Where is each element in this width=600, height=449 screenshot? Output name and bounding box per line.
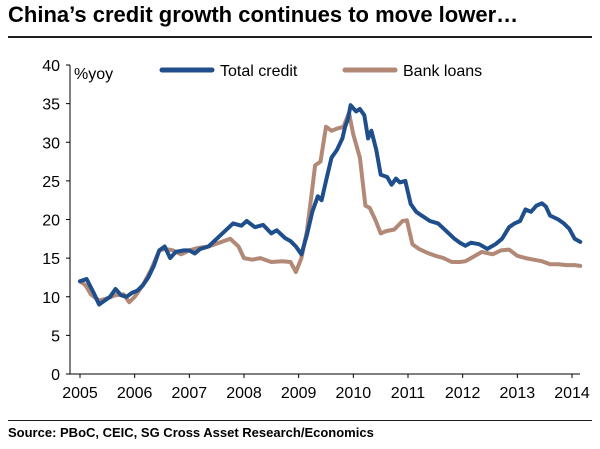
x-tick-label: 2014: [554, 385, 590, 402]
series-line-bank-loans: [78, 110, 583, 305]
x-tick-label: 2011: [391, 385, 426, 402]
chart-title: China’s credit growth continues to move …: [8, 2, 519, 27]
y-tick-label: 30: [42, 135, 60, 152]
x-tick-label: 2006: [117, 385, 153, 402]
x-tick-label: 2013: [500, 385, 536, 402]
x-tick-label: 2007: [172, 385, 208, 402]
legend: Total credit Bank loans: [159, 63, 482, 80]
y-tick-label: 10: [42, 290, 60, 307]
y-tick-label: 15: [42, 251, 60, 268]
y-tick-label: 5: [51, 328, 60, 345]
source-note: Source: PBoC, CEIC, SG Cross Asset Resea…: [8, 425, 374, 440]
x-tick-label: 2009: [281, 385, 317, 402]
series-line-total-credit: [78, 103, 583, 307]
axes: [66, 64, 580, 378]
y-tick-label: 25: [42, 174, 60, 191]
x-tick-label: 2010: [336, 385, 372, 402]
y-axis-label: %yoy: [74, 66, 113, 83]
series-lines: [78, 103, 583, 307]
x-tick-label: 2012: [445, 385, 481, 402]
y-tick-label: 0: [51, 367, 60, 384]
title-rule: [8, 36, 592, 38]
legend-label-total-credit: Total credit: [220, 63, 298, 80]
tick-labels: 0 5 10 15 20 25 30 35 40 2005 2006 2007 2008 2009 2010…: [42, 58, 590, 402]
source-rule: [8, 420, 592, 421]
legend-label-bank-loans: Bank loans: [403, 63, 482, 80]
x-tick-label: 2005: [62, 385, 98, 402]
y-tick-label: 20: [42, 213, 60, 230]
x-tick-label: 2008: [226, 385, 262, 402]
y-tick-label: 40: [42, 58, 60, 75]
y-tick-label: 35: [42, 97, 60, 114]
